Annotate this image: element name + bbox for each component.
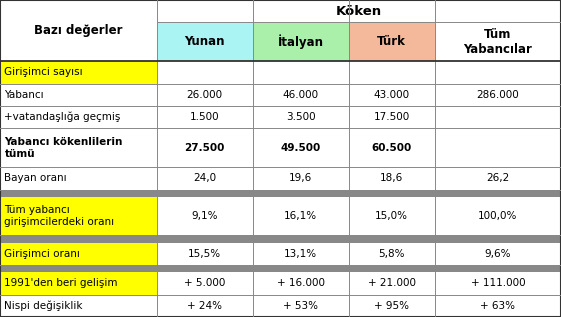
Text: Yabancı: Yabancı xyxy=(4,90,44,100)
Bar xyxy=(252,128,349,167)
Bar xyxy=(157,272,252,294)
Bar xyxy=(157,197,252,236)
Text: Türk: Türk xyxy=(377,35,406,48)
Text: İtalyan: İtalyan xyxy=(278,35,324,49)
Text: 100,0%: 100,0% xyxy=(478,211,517,221)
Bar xyxy=(157,0,561,23)
Bar xyxy=(0,167,157,190)
Bar xyxy=(0,197,157,236)
Bar xyxy=(157,84,252,106)
Bar xyxy=(435,294,561,317)
Bar xyxy=(157,106,252,128)
Text: 1991'den beri gelişim: 1991'den beri gelişim xyxy=(4,278,118,288)
Bar xyxy=(252,272,349,294)
Text: + 16.000: + 16.000 xyxy=(277,278,325,288)
Bar xyxy=(435,197,561,236)
Bar xyxy=(349,61,435,84)
Bar xyxy=(349,197,435,236)
Text: 9,6%: 9,6% xyxy=(485,249,511,259)
Text: + 63%: + 63% xyxy=(480,301,516,311)
Bar xyxy=(349,167,435,190)
Text: 17.500: 17.500 xyxy=(374,112,410,122)
Text: + 53%: + 53% xyxy=(283,301,318,311)
Bar xyxy=(157,23,252,61)
Bar xyxy=(435,272,561,294)
Text: Bazı değerler: Bazı değerler xyxy=(34,24,123,37)
Bar xyxy=(349,23,435,61)
Text: 18,6: 18,6 xyxy=(380,173,403,183)
Text: 13,1%: 13,1% xyxy=(284,249,318,259)
Text: 43.000: 43.000 xyxy=(374,90,410,100)
Bar xyxy=(349,106,435,128)
Bar xyxy=(252,106,349,128)
Bar xyxy=(252,84,349,106)
Text: +vatandaşlığa geçmiş: +vatandaşlığa geçmiş xyxy=(4,112,121,122)
Bar xyxy=(435,106,561,128)
Bar xyxy=(252,23,349,61)
Text: + 24%: + 24% xyxy=(187,301,222,311)
Text: Girişimci oranı: Girişimci oranı xyxy=(4,249,80,259)
Text: 5,8%: 5,8% xyxy=(379,249,405,259)
Text: 26.000: 26.000 xyxy=(187,90,223,100)
Bar xyxy=(0,0,157,61)
Bar xyxy=(435,128,561,167)
Bar xyxy=(0,243,157,265)
Text: + 95%: + 95% xyxy=(374,301,409,311)
Text: Bayan oranı: Bayan oranı xyxy=(4,173,67,183)
Bar xyxy=(0,294,157,317)
Bar xyxy=(349,294,435,317)
Text: 60.500: 60.500 xyxy=(371,143,412,153)
Bar xyxy=(252,197,349,236)
Text: 49.500: 49.500 xyxy=(280,143,321,153)
Bar xyxy=(349,84,435,106)
Bar xyxy=(0,236,561,243)
Bar xyxy=(252,243,349,265)
Bar xyxy=(0,106,157,128)
Bar xyxy=(252,167,349,190)
Text: 26,2: 26,2 xyxy=(486,173,509,183)
Bar xyxy=(0,84,157,106)
Text: 15,5%: 15,5% xyxy=(188,249,221,259)
Bar xyxy=(435,167,561,190)
Text: + 21.000: + 21.000 xyxy=(367,278,416,288)
Bar xyxy=(157,167,252,190)
Bar xyxy=(0,128,157,167)
Text: 9,1%: 9,1% xyxy=(191,211,218,221)
Text: + 5.000: + 5.000 xyxy=(184,278,226,288)
Text: 3.500: 3.500 xyxy=(286,112,315,122)
Text: + 111.000: + 111.000 xyxy=(471,278,525,288)
Bar xyxy=(0,61,157,84)
Text: 46.000: 46.000 xyxy=(283,90,319,100)
Bar xyxy=(0,272,157,294)
Text: Nispi değişiklik: Nispi değişiklik xyxy=(4,301,83,311)
Bar xyxy=(435,23,561,61)
Bar xyxy=(252,294,349,317)
Text: Tüm yabancı
girişimcilerdeki oranı: Tüm yabancı girişimcilerdeki oranı xyxy=(4,205,114,227)
Text: 27.500: 27.500 xyxy=(185,143,225,153)
Bar xyxy=(157,128,252,167)
Bar xyxy=(157,243,252,265)
Text: 24,0: 24,0 xyxy=(193,173,216,183)
Bar xyxy=(349,243,435,265)
Bar xyxy=(0,190,561,197)
Bar xyxy=(157,294,252,317)
Bar xyxy=(435,84,561,106)
Bar xyxy=(349,272,435,294)
Text: 1.500: 1.500 xyxy=(190,112,219,122)
Text: Yunan: Yunan xyxy=(185,35,225,48)
Text: 286.000: 286.000 xyxy=(476,90,519,100)
Bar xyxy=(252,61,349,84)
Text: 16,1%: 16,1% xyxy=(284,211,318,221)
Text: 15,0%: 15,0% xyxy=(375,211,408,221)
Text: Tüm
Yabancılar: Tüm Yabancılar xyxy=(463,28,532,56)
Bar xyxy=(435,243,561,265)
Bar xyxy=(435,61,561,84)
Text: 19,6: 19,6 xyxy=(289,173,312,183)
Bar xyxy=(349,128,435,167)
Bar xyxy=(0,265,561,272)
Bar xyxy=(157,61,252,84)
Text: Köken: Köken xyxy=(336,5,382,18)
Text: Girişimci sayısı: Girişimci sayısı xyxy=(4,68,83,77)
Text: Yabancı kökenlilerin
tümü: Yabancı kökenlilerin tümü xyxy=(4,137,123,158)
